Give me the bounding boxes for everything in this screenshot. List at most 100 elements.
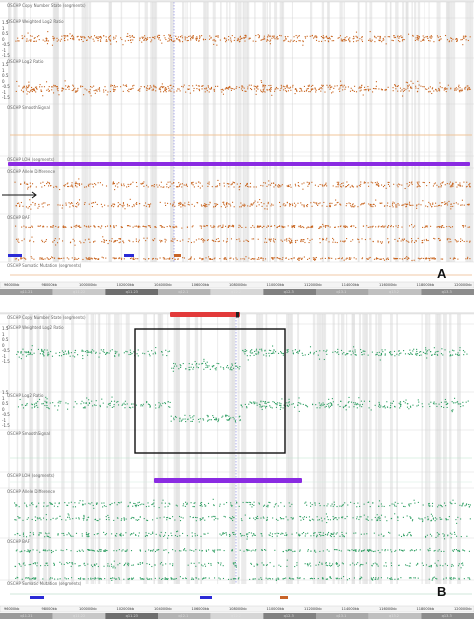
- data-point: [294, 93, 296, 95]
- data-point: [344, 37, 346, 39]
- data-point: [295, 241, 297, 244]
- data-point: [175, 504, 177, 506]
- data-point: [444, 398, 446, 401]
- data-point: [200, 518, 202, 521]
- data-point: [408, 532, 410, 534]
- data-point: [114, 350, 116, 352]
- gray-stripe: [108, 314, 111, 584]
- data-point: [450, 203, 452, 205]
- data-point: [463, 354, 465, 356]
- data-point: [201, 238, 203, 240]
- data-point: [191, 535, 193, 537]
- data-point: [213, 240, 215, 242]
- data-point: [98, 88, 100, 90]
- data-point: [95, 351, 97, 353]
- data-point: [351, 225, 353, 227]
- data-point: [173, 181, 175, 184]
- data-point: [297, 352, 299, 354]
- data-point: [195, 37, 197, 39]
- data-point: [359, 87, 361, 89]
- data-point: [61, 532, 63, 535]
- data-point: [178, 182, 180, 184]
- data-point: [223, 368, 225, 370]
- data-point: [144, 202, 147, 204]
- data-point: [468, 550, 470, 552]
- data-point: [280, 533, 282, 535]
- data-point: [210, 225, 212, 227]
- data-point: [410, 87, 412, 89]
- data-point: [215, 369, 217, 371]
- data-point: [409, 516, 411, 518]
- data-point: [327, 519, 329, 521]
- data-point: [428, 181, 431, 184]
- data-point: [58, 238, 60, 240]
- data-point: [29, 182, 31, 184]
- data-point: [420, 85, 422, 87]
- data-point: [462, 549, 464, 551]
- data-point: [158, 34, 161, 36]
- data-point: [291, 533, 293, 535]
- data-point: [395, 206, 397, 208]
- data-point: [103, 239, 105, 241]
- data-point: [36, 36, 39, 38]
- data-point: [53, 92, 55, 94]
- data-point: [14, 565, 16, 567]
- data-point: [44, 258, 46, 260]
- data-point: [309, 562, 311, 564]
- data-point: [408, 353, 411, 356]
- data-point: [89, 258, 91, 260]
- data-point: [41, 350, 43, 352]
- data-point: [193, 87, 195, 90]
- data-point: [343, 84, 345, 86]
- data-point: [263, 405, 265, 407]
- panel-letter-a: A: [437, 266, 447, 281]
- data-point: [341, 183, 343, 185]
- data-point: [246, 183, 248, 186]
- data-point: [186, 40, 188, 42]
- data-point: [444, 563, 446, 565]
- gray-stripe: [153, 314, 155, 584]
- data-point: [116, 504, 118, 506]
- data-point: [356, 518, 358, 520]
- data-point: [28, 85, 30, 87]
- data-point: [213, 43, 215, 45]
- data-point: [254, 519, 256, 521]
- data-point: [293, 202, 296, 204]
- data-point: [266, 36, 269, 38]
- data-point: [426, 225, 428, 227]
- data-point: [428, 504, 430, 506]
- data-point: [140, 404, 142, 406]
- data-point: [141, 41, 143, 43]
- data-point: [158, 37, 161, 39]
- data-point: [241, 519, 243, 522]
- data-point: [214, 516, 216, 518]
- data-point: [430, 520, 432, 522]
- data-point: [261, 549, 263, 551]
- data-point: [82, 503, 84, 505]
- data-point: [226, 414, 228, 417]
- y-tick-label: 1.5: [2, 20, 9, 25]
- data-point: [195, 84, 197, 86]
- data-point: [211, 258, 213, 260]
- data-point: [186, 226, 189, 228]
- data-point: [115, 240, 117, 242]
- data-point: [125, 562, 127, 564]
- data-point: [83, 402, 85, 404]
- data-point: [223, 182, 225, 184]
- data-point: [431, 502, 434, 504]
- data-point: [461, 225, 464, 227]
- data-point: [47, 353, 49, 355]
- data-point: [226, 205, 228, 207]
- data-point: [256, 87, 258, 89]
- data-point: [113, 406, 115, 408]
- segment-marker: [8, 254, 22, 257]
- data-point: [164, 238, 166, 240]
- data-point: [139, 516, 141, 518]
- data-point: [76, 224, 78, 226]
- data-point: [27, 188, 29, 190]
- data-point: [128, 225, 130, 227]
- data-point: [176, 531, 178, 533]
- data-point: [152, 88, 154, 90]
- data-point: [399, 258, 401, 260]
- data-point: [34, 519, 37, 522]
